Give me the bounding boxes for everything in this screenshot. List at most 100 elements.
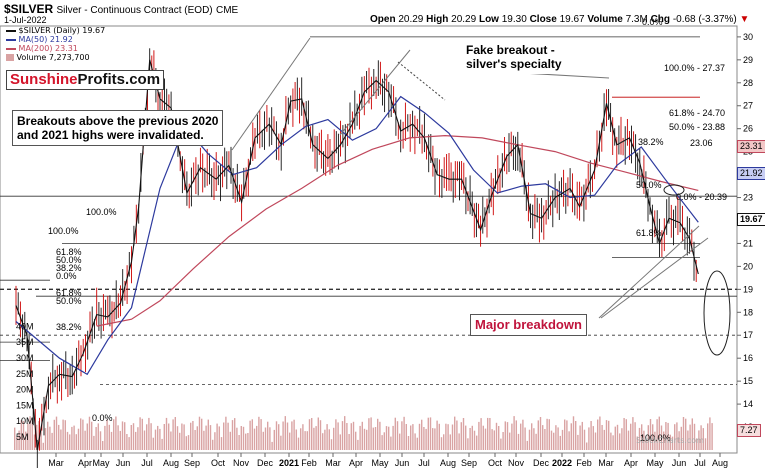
- volume-bar: [157, 425, 159, 450]
- volume-bar: [429, 417, 432, 450]
- volume-bar: [399, 433, 401, 450]
- volume-bar: [84, 430, 86, 450]
- volume-axis: 5M 10M 15M 20M 25M 30M 35M 40M: [16, 321, 34, 442]
- x-tick-label: Jul: [141, 458, 153, 468]
- volume-bar: [93, 435, 95, 450]
- volume-bar: [667, 422, 669, 450]
- volume-bar: [394, 417, 396, 450]
- volume-bar: [146, 424, 148, 450]
- volume-bar: [229, 431, 231, 450]
- volume-bar: [311, 418, 313, 450]
- volume-bar: [685, 418, 687, 450]
- volume-tick-label: 15M: [16, 400, 34, 410]
- volume-bar: [179, 432, 181, 450]
- volume-bar: [425, 428, 427, 450]
- volume-tick-label: 40M: [16, 321, 34, 331]
- legend-swatch-price: [6, 29, 16, 32]
- volume-bar: [176, 426, 179, 450]
- small-ellipse: [663, 184, 685, 196]
- volume-bar: [658, 416, 660, 450]
- volume-bar: [130, 425, 132, 450]
- volume-bar: [99, 431, 102, 450]
- fib-label: 100.0%: [48, 226, 79, 236]
- volume-bar: [421, 419, 423, 450]
- volume-bar: [234, 418, 236, 450]
- x-tick-label: Mar: [48, 458, 64, 468]
- volume-bar: [473, 430, 476, 450]
- volume-bar: [212, 439, 214, 450]
- volume-bar: [678, 431, 680, 450]
- volume-bar: [660, 425, 663, 450]
- volume-bar: [372, 427, 374, 450]
- volume-bar: [590, 421, 592, 450]
- volume-bar: [194, 430, 196, 450]
- volume-bar: [117, 425, 119, 450]
- volume-bar: [634, 422, 636, 450]
- volume-bar: [557, 427, 559, 450]
- volume-bar: [586, 442, 588, 450]
- volume-bars: [14, 416, 713, 450]
- volume-bar: [561, 429, 564, 450]
- volume-bar: [161, 438, 163, 450]
- volume-bar: [654, 431, 656, 450]
- volume-bar: [357, 439, 359, 450]
- volume-bar: [709, 417, 711, 450]
- volume-bar: [533, 428, 535, 450]
- volume-bar: [201, 418, 203, 450]
- watermark: StockCharts.com: [636, 436, 704, 445]
- volume-bar: [669, 434, 671, 450]
- volume-bar: [216, 423, 218, 450]
- x-tick-label: Jun: [395, 458, 410, 468]
- volume-bar: [73, 425, 75, 450]
- volume-bar: [438, 423, 440, 450]
- volume-bar: [412, 424, 414, 450]
- x-tick-label: Nov: [233, 458, 250, 468]
- volume-bar: [449, 434, 451, 450]
- volume-bar: [597, 419, 599, 450]
- volume-bar: [599, 416, 601, 450]
- volume-bar: [322, 433, 324, 450]
- legend-swatch-ma200: [6, 47, 16, 50]
- volume-bar: [379, 421, 381, 450]
- volume-tick-label: 20M: [16, 385, 34, 395]
- volume-bar: [385, 426, 388, 450]
- volume-bar: [240, 426, 242, 450]
- volume-bar: [185, 436, 187, 450]
- volume-bar: [247, 433, 249, 450]
- x-tick-label: 2021: [279, 458, 299, 468]
- volume-bar: [218, 426, 220, 450]
- volume-bar: [568, 431, 570, 450]
- exchange: CME: [215, 5, 239, 16]
- volume-bar: [319, 420, 322, 450]
- volume-bar: [245, 433, 247, 450]
- volume-bar: [553, 432, 555, 450]
- ma200-line: [96, 134, 699, 327]
- x-tick-label: May: [646, 458, 664, 468]
- fib-label: 0.0%: [56, 271, 77, 281]
- volume-bar: [577, 434, 579, 450]
- volume-bar: [80, 418, 82, 450]
- volume-bar: [363, 428, 366, 450]
- volume-bar: [546, 418, 548, 450]
- volume-bar: [152, 437, 154, 450]
- volume-bar: [621, 428, 623, 450]
- volume-bar: [491, 429, 493, 450]
- volume-bar: [476, 435, 478, 450]
- fib-label: 38.2%: [638, 137, 664, 147]
- x-tick-label: Feb: [576, 458, 592, 468]
- fib-label: 0.0% - 20.39: [676, 192, 727, 202]
- y-tick-label: 30: [743, 32, 753, 42]
- volume-bar: [187, 435, 190, 450]
- volume-bar: [460, 422, 462, 450]
- x-tick-label: Sep: [461, 458, 477, 468]
- volume-bar: [225, 416, 227, 450]
- volume-bar: [610, 432, 612, 450]
- volume-bar: [326, 424, 328, 450]
- volume-bar: [401, 421, 403, 450]
- volume-bar: [632, 417, 634, 450]
- legend-swatch-ma50: [6, 38, 16, 41]
- volume-bar: [40, 428, 42, 450]
- volume-bar: [566, 420, 568, 450]
- fib-label: 23.06: [690, 138, 713, 148]
- y-tick-label: 17: [743, 330, 753, 340]
